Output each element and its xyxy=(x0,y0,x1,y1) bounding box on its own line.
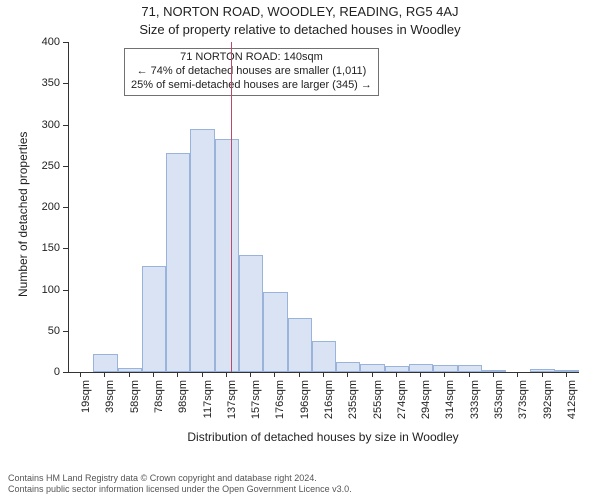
annotation-line2: ← 74% of detached houses are smaller (1,… xyxy=(131,65,372,79)
x-tick-label: 255sqm xyxy=(372,380,384,435)
histogram-bar xyxy=(166,153,190,372)
x-tick-label: 157sqm xyxy=(250,380,262,435)
histogram-bar xyxy=(530,369,554,372)
histogram-bar xyxy=(93,354,117,372)
histogram-bar xyxy=(190,129,214,372)
x-tick-label: 294sqm xyxy=(420,380,432,435)
x-tick-label: 58sqm xyxy=(129,380,141,435)
x-tick-label: 314sqm xyxy=(444,380,456,435)
y-tick xyxy=(63,290,68,291)
x-tick xyxy=(299,372,300,377)
y-tick-label: 350 xyxy=(0,77,60,89)
histogram-bar xyxy=(409,364,433,372)
x-tick-label: 235sqm xyxy=(347,380,359,435)
x-tick xyxy=(129,372,130,377)
annotation-line3: 25% of semi-detached houses are larger (… xyxy=(131,79,372,93)
x-tick xyxy=(566,372,567,377)
histogram-bar xyxy=(239,255,263,372)
x-tick-label: 373sqm xyxy=(517,380,529,435)
y-tick-label: 200 xyxy=(0,201,60,213)
x-tick xyxy=(347,372,348,377)
x-tick-label: 19sqm xyxy=(80,380,92,435)
histogram-bar xyxy=(215,139,239,372)
title-subtitle: Size of property relative to detached ho… xyxy=(0,22,600,37)
y-tick-label: 100 xyxy=(0,284,60,296)
histogram-bar xyxy=(385,366,409,372)
histogram-bar xyxy=(555,370,579,372)
x-tick xyxy=(250,372,251,377)
x-tick xyxy=(153,372,154,377)
histogram-bar xyxy=(360,364,384,372)
histogram-bar xyxy=(263,292,287,372)
x-tick-label: 412sqm xyxy=(566,380,578,435)
x-tick xyxy=(469,372,470,377)
x-tick-label: 196sqm xyxy=(299,380,311,435)
x-tick-label: 98sqm xyxy=(177,380,189,435)
x-tick-label: 78sqm xyxy=(153,380,165,435)
x-tick-label: 137sqm xyxy=(226,380,238,435)
y-tick-label: 400 xyxy=(0,36,60,48)
x-tick-label: 333sqm xyxy=(469,380,481,435)
y-tick xyxy=(63,42,68,43)
plot-area: 71 NORTON ROAD: 140sqm ← 74% of detached… xyxy=(68,42,579,373)
y-tick xyxy=(63,372,68,373)
y-tick xyxy=(63,248,68,249)
y-tick-label: 50 xyxy=(0,325,60,337)
histogram-bar xyxy=(458,365,482,372)
y-tick-label: 250 xyxy=(0,160,60,172)
histogram-bar xyxy=(433,365,457,372)
x-tick-label: 176sqm xyxy=(274,380,286,435)
x-tick xyxy=(226,372,227,377)
x-tick xyxy=(104,372,105,377)
footer-attribution: Contains HM Land Registry data © Crown c… xyxy=(8,473,352,496)
subject-property-marker xyxy=(231,42,232,372)
histogram-bar xyxy=(142,266,166,372)
x-tick xyxy=(372,372,373,377)
y-tick xyxy=(63,207,68,208)
annotation-line1: 71 NORTON ROAD: 140sqm xyxy=(131,51,372,65)
x-tick-label: 117sqm xyxy=(202,380,214,435)
y-tick-label: 150 xyxy=(0,242,60,254)
histogram-bar xyxy=(288,318,312,372)
x-tick-label: 39sqm xyxy=(104,380,116,435)
x-tick xyxy=(444,372,445,377)
x-tick-label: 216sqm xyxy=(323,380,335,435)
x-tick xyxy=(177,372,178,377)
x-tick xyxy=(493,372,494,377)
y-tick xyxy=(63,166,68,167)
histogram-bar xyxy=(118,368,142,372)
footer-line2: Contains public sector information licen… xyxy=(8,484,352,496)
x-tick xyxy=(323,372,324,377)
x-tick-label: 274sqm xyxy=(396,380,408,435)
x-tick xyxy=(202,372,203,377)
x-tick-label: 392sqm xyxy=(542,380,554,435)
annotation-box: 71 NORTON ROAD: 140sqm ← 74% of detached… xyxy=(124,48,379,96)
y-tick-label: 0 xyxy=(0,366,60,378)
y-axis-label: Number of detached properties xyxy=(16,132,30,297)
figure-root: 71, NORTON ROAD, WOODLEY, READING, RG5 4… xyxy=(0,0,600,500)
x-tick xyxy=(274,372,275,377)
x-tick xyxy=(420,372,421,377)
y-tick xyxy=(63,83,68,84)
footer-line1: Contains HM Land Registry data © Crown c… xyxy=(8,473,352,485)
x-tick xyxy=(396,372,397,377)
y-tick xyxy=(63,125,68,126)
x-tick-label: 353sqm xyxy=(493,380,505,435)
x-tick xyxy=(80,372,81,377)
histogram-bar xyxy=(336,362,360,372)
x-tick xyxy=(542,372,543,377)
y-tick xyxy=(63,331,68,332)
y-tick-label: 300 xyxy=(0,119,60,131)
histogram-bar xyxy=(312,341,336,372)
x-tick xyxy=(517,372,518,377)
title-address: 71, NORTON ROAD, WOODLEY, READING, RG5 4… xyxy=(0,4,600,19)
